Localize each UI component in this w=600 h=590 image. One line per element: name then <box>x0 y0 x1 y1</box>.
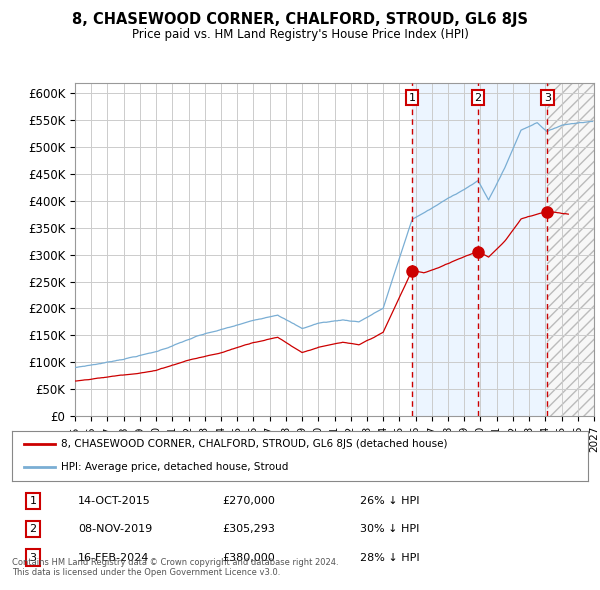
Text: 16-FEB-2024: 16-FEB-2024 <box>78 553 149 562</box>
Text: 8, CHASEWOOD CORNER, CHALFORD, STROUD, GL6 8JS (detached house): 8, CHASEWOOD CORNER, CHALFORD, STROUD, G… <box>61 439 448 449</box>
Text: 3: 3 <box>544 93 551 103</box>
Text: 1: 1 <box>409 93 416 103</box>
Text: Contains HM Land Registry data © Crown copyright and database right 2024.
This d: Contains HM Land Registry data © Crown c… <box>12 558 338 577</box>
Bar <box>547 83 594 416</box>
Text: 2: 2 <box>475 93 482 103</box>
Bar <box>547 83 594 416</box>
Text: Price paid vs. HM Land Registry's House Price Index (HPI): Price paid vs. HM Land Registry's House … <box>131 28 469 41</box>
Text: 14-OCT-2015: 14-OCT-2015 <box>78 496 151 506</box>
Text: 1: 1 <box>29 496 37 506</box>
Text: 26% ↓ HPI: 26% ↓ HPI <box>360 496 419 506</box>
Text: £305,293: £305,293 <box>222 525 275 534</box>
Text: 8, CHASEWOOD CORNER, CHALFORD, STROUD, GL6 8JS: 8, CHASEWOOD CORNER, CHALFORD, STROUD, G… <box>72 12 528 27</box>
Text: £270,000: £270,000 <box>222 496 275 506</box>
Text: 28% ↓ HPI: 28% ↓ HPI <box>360 553 419 562</box>
Text: 3: 3 <box>29 553 37 562</box>
Text: 08-NOV-2019: 08-NOV-2019 <box>78 525 152 534</box>
Text: 2: 2 <box>29 525 37 534</box>
Bar <box>412 83 547 416</box>
Text: HPI: Average price, detached house, Stroud: HPI: Average price, detached house, Stro… <box>61 463 289 473</box>
Text: 30% ↓ HPI: 30% ↓ HPI <box>360 525 419 534</box>
Text: £380,000: £380,000 <box>222 553 275 562</box>
